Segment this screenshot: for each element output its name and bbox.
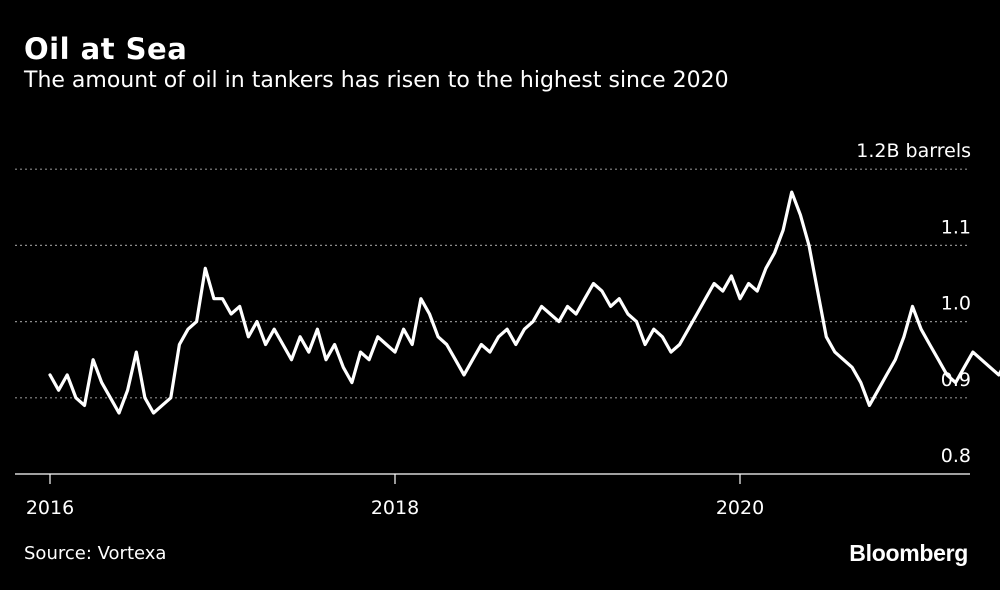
- source-note: Source: Vortexa: [24, 543, 167, 564]
- y-tick-label: 1.1: [941, 216, 971, 238]
- x-tick-label: 2018: [371, 497, 419, 519]
- series-line: [48, 190, 1000, 415]
- y-tick-label: 0.8: [941, 445, 971, 467]
- chart-title: Oil at Sea: [24, 32, 188, 66]
- y-tick-label: 1.0: [941, 293, 971, 315]
- y-tick-label: 1.2B barrels: [856, 140, 971, 162]
- chart-subtitle: The amount of oil in tankers has risen t…: [24, 68, 729, 93]
- x-tick-label: 2016: [26, 497, 74, 519]
- bloomberg-logo: Bloomberg: [849, 540, 968, 566]
- x-tick-label: 2020: [716, 497, 764, 519]
